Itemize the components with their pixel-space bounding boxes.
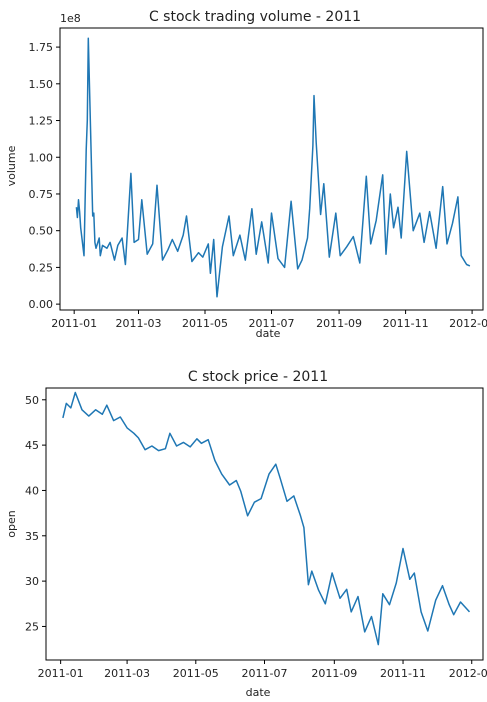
x-tick-label: 2011-07 [242,667,288,680]
y-tick-label: 1.00 [29,151,54,164]
y-tick-label: 1.25 [29,115,54,128]
volume-offset-text: 1e8 [60,12,81,25]
y-tick-label: 0.50 [29,225,54,238]
x-tick-label: 2012-01 [449,667,487,680]
volume-plot-area [59,27,484,311]
x-tick-label: 2011-09 [311,667,357,680]
x-tick-label: 2011-05 [182,317,228,330]
price-chart-title: C stock price - 2011 [188,369,328,385]
price-y-axis-label: open [5,510,18,537]
y-tick-label: 0.75 [29,188,54,201]
y-tick-label: 25 [25,620,39,633]
x-tick-label: 2011-11 [380,667,426,680]
y-tick-label: 45 [25,439,39,452]
volume-y-axis-label: volume [5,145,18,186]
y-tick-label: 35 [25,530,39,543]
y-tick-label: 0.00 [29,298,54,311]
y-tick-label: 40 [25,484,39,497]
x-tick-label: 2011-11 [383,317,429,330]
y-tick-label: 1.75 [29,41,54,54]
price-x-axis-label: date [246,686,271,699]
volume-series-line [75,37,471,298]
y-tick-label: 1.50 [29,78,54,91]
x-tick-label: 2012-01 [449,317,487,330]
y-tick-label: 50 [25,394,39,407]
price-series-line [62,391,471,646]
y-tick-label: 0.25 [29,261,54,274]
y-tick-label: 30 [25,575,39,588]
x-tick-label: 2011-01 [51,317,97,330]
price-chart: C stock price - 2011 25 30 35 40 45 50 2011-0… [5,369,487,699]
x-tick-label: 2011-05 [173,667,219,680]
volume-x-axis-label: date [256,327,281,340]
volume-chart: C stock trading volume - 2011 1e8 0.00 0.… [5,9,487,340]
x-tick-label: 2011-07 [249,317,295,330]
x-tick-label: 2011-09 [316,317,362,330]
x-tick-label: 2011-01 [38,667,84,680]
x-tick-label: 2011-03 [104,667,150,680]
x-tick-label: 2011-03 [116,317,162,330]
volume-chart-title: C stock trading volume - 2011 [149,9,361,25]
price-plot-area [45,387,484,661]
